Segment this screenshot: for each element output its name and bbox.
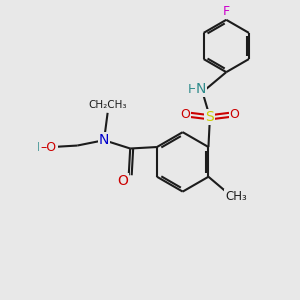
- Text: H: H: [37, 140, 46, 154]
- Text: F: F: [223, 5, 230, 18]
- Text: CH₂CH₃: CH₂CH₃: [88, 100, 127, 110]
- Text: H: H: [188, 82, 197, 96]
- Text: O: O: [180, 108, 190, 121]
- Text: –O: –O: [40, 141, 56, 154]
- Text: S: S: [206, 110, 214, 124]
- Text: N: N: [196, 82, 206, 96]
- Text: CH₃: CH₃: [225, 190, 247, 202]
- Text: O: O: [117, 174, 128, 188]
- Text: N: N: [99, 133, 109, 147]
- Text: O: O: [230, 108, 239, 121]
